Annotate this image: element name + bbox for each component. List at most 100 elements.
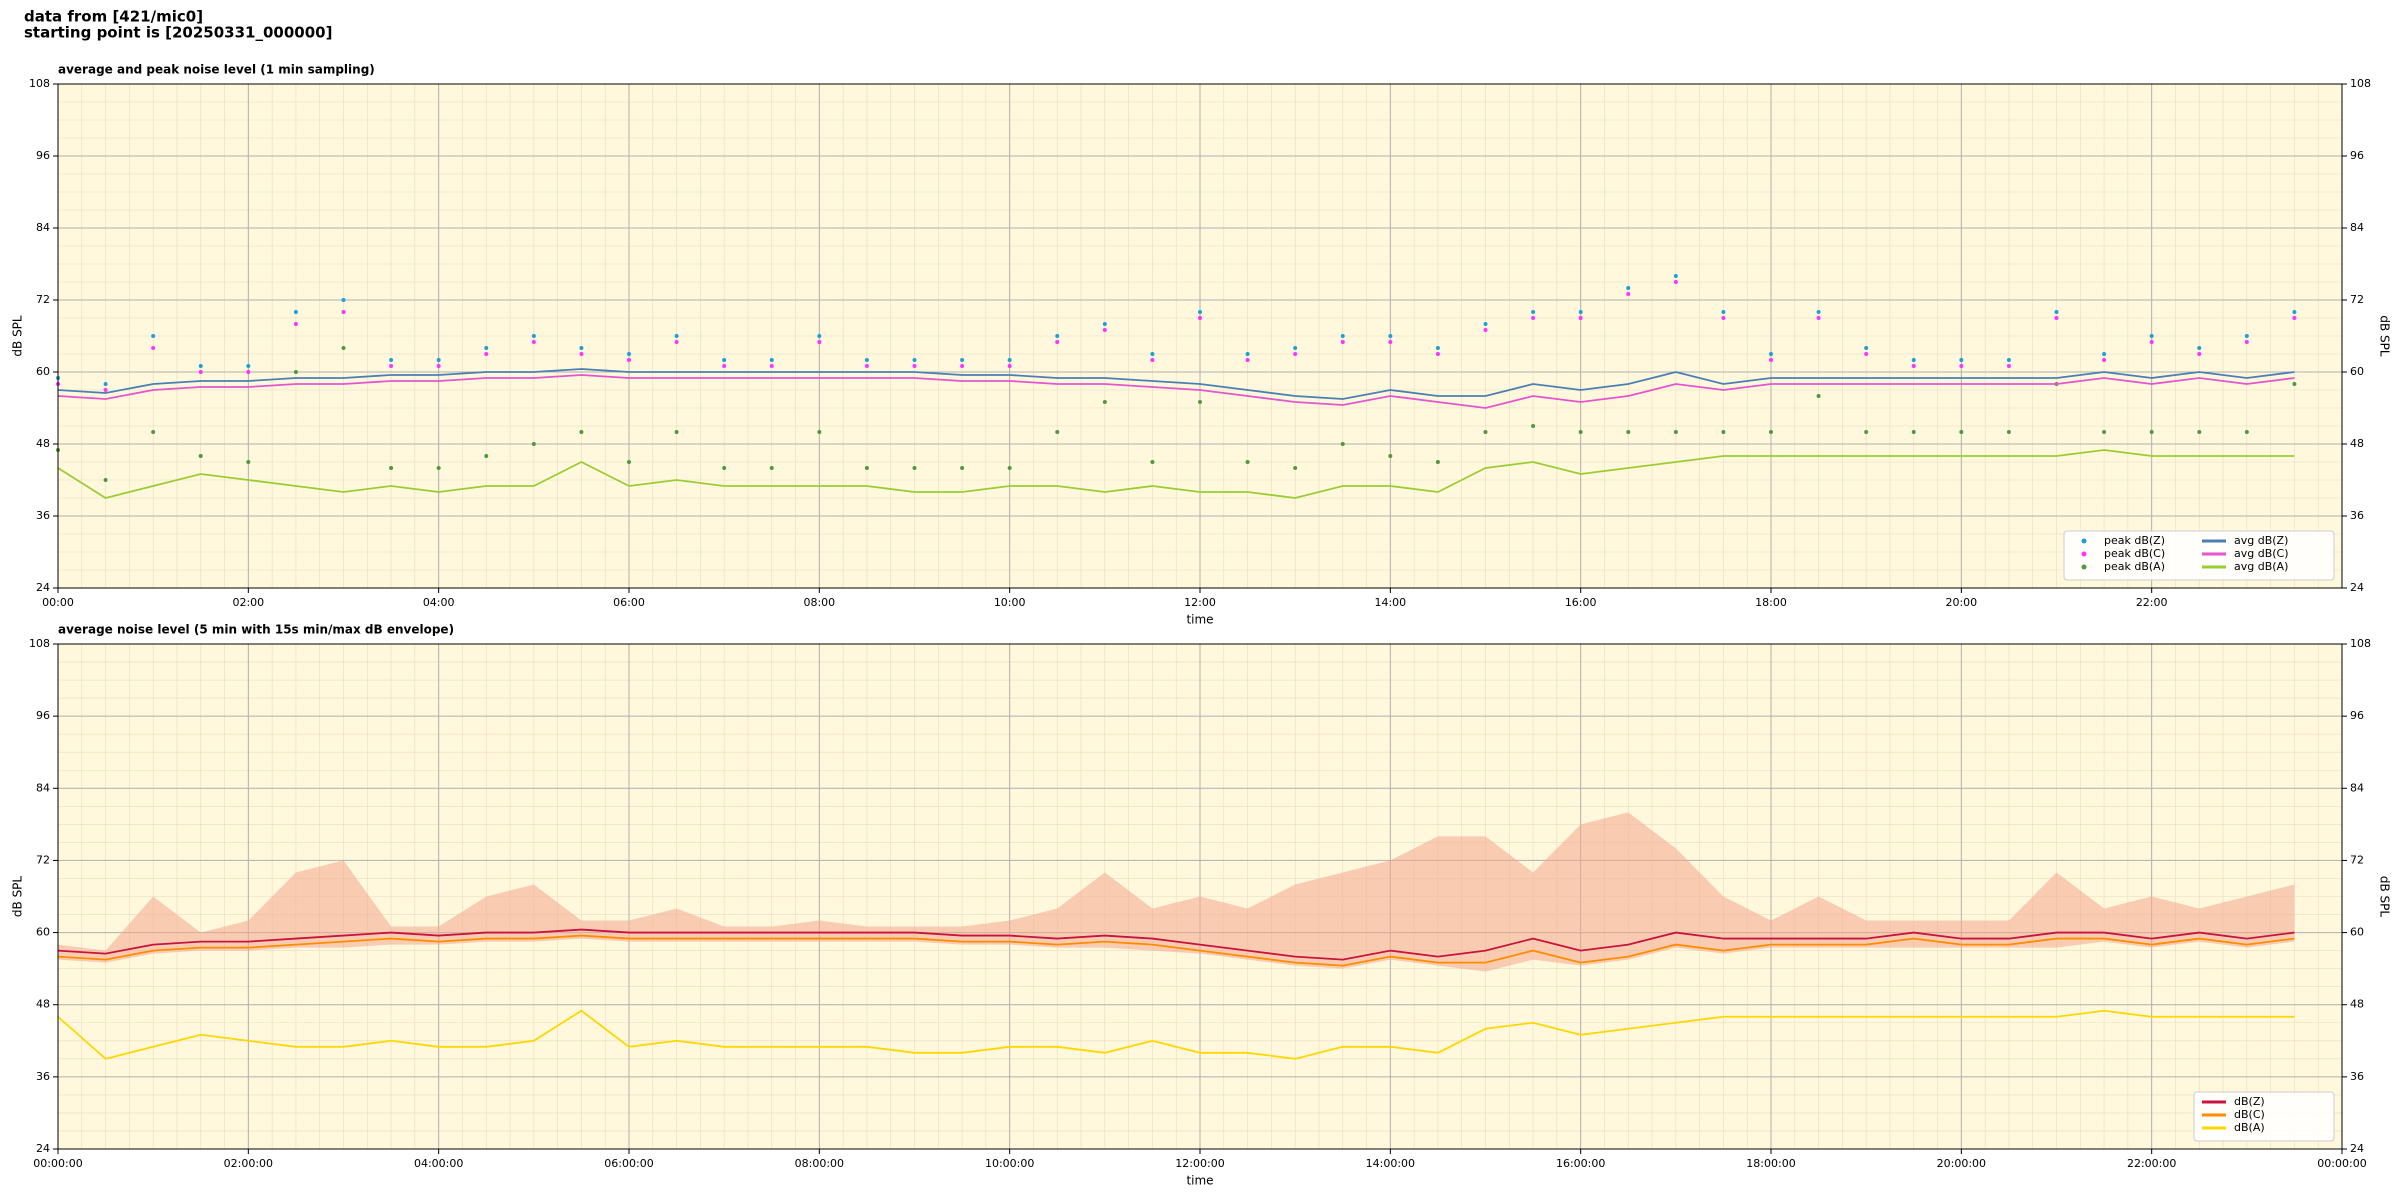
peak-point xyxy=(627,460,631,464)
peak-point xyxy=(1816,394,1821,398)
legend-label: dB(C) xyxy=(2234,1108,2265,1121)
y2-axis-label: dB SPL xyxy=(2378,876,2392,918)
y-tick-label: 72 xyxy=(36,853,50,866)
peak-point xyxy=(246,370,251,374)
peak-point xyxy=(246,364,251,368)
peak-point xyxy=(2054,310,2059,314)
legend-box xyxy=(2193,1091,2335,1142)
peak-point xyxy=(1340,340,1345,344)
peak-point xyxy=(2197,430,2202,434)
peak-point xyxy=(1055,340,1060,344)
peak-point xyxy=(341,310,346,314)
y-tick-label: 24 xyxy=(36,581,50,594)
peak-point xyxy=(912,466,917,470)
peak-point xyxy=(1578,430,1583,434)
peak-point xyxy=(579,346,584,350)
peak-point xyxy=(1245,460,1250,464)
legend-label: avg dB(Z) xyxy=(2234,534,2288,547)
x-tick-label: 18:00:00 xyxy=(1746,1157,1795,1170)
y2-tick-label: 108 xyxy=(2350,637,2371,650)
peak-point xyxy=(2006,364,2011,368)
peak-point xyxy=(2006,358,2011,362)
peak-point xyxy=(1245,358,1250,362)
peak-point xyxy=(1102,328,1107,332)
peak-point xyxy=(436,364,441,368)
chart-title: average noise level (5 min with 15s min/… xyxy=(58,623,454,637)
y-tick-label: 36 xyxy=(36,509,50,522)
peak-point xyxy=(151,334,156,338)
x-tick-label: 04:00:00 xyxy=(414,1157,463,1170)
x-tick-label: 16:00:00 xyxy=(1556,1157,1605,1170)
y2-tick-label: 24 xyxy=(2350,581,2364,594)
peak-point xyxy=(1721,430,1726,434)
peak-point xyxy=(1721,310,1726,314)
y2-tick-label: 108 xyxy=(2350,77,2371,90)
peak-point xyxy=(1007,466,1012,470)
series-line xyxy=(57,928,2295,961)
peak-point xyxy=(1531,310,1536,314)
header-line: data from [421/mic0] xyxy=(24,8,203,26)
peak-point xyxy=(484,352,489,356)
x-tick-label: 20:00 xyxy=(1945,596,1977,609)
y2-tick-label: 72 xyxy=(2350,293,2364,306)
y2-tick-label: 84 xyxy=(2350,221,2364,234)
peak-point xyxy=(817,334,822,338)
y-tick-label: 48 xyxy=(36,437,50,450)
peak-point xyxy=(389,364,394,368)
y2-tick-label: 72 xyxy=(2350,853,2364,866)
peak-point xyxy=(1150,460,1155,464)
legend-label: peak dB(Z) xyxy=(2104,534,2165,547)
chart-title: average and peak noise level (1 min samp… xyxy=(58,63,375,77)
peak-point xyxy=(912,364,917,368)
peak-point xyxy=(2102,430,2107,434)
y-tick-label: 48 xyxy=(36,998,50,1011)
peak-point xyxy=(2149,340,2154,344)
peak-point xyxy=(627,352,631,356)
peak-point xyxy=(293,310,298,314)
y-tick-label: 96 xyxy=(36,709,50,722)
peak-point xyxy=(2292,316,2297,320)
x-tick-label: 00:00:00 xyxy=(2317,1157,2366,1170)
peak-point xyxy=(2292,310,2297,314)
peak-point xyxy=(1721,316,1726,320)
y2-axis-label: dB SPL xyxy=(2378,315,2392,357)
y2-tick-label: 96 xyxy=(2350,149,2364,162)
peak-point xyxy=(436,358,441,362)
peak-point xyxy=(960,466,965,470)
peak-point xyxy=(293,370,298,374)
legend: dB(Z)dB(C)dB(A) xyxy=(2193,1091,2335,1142)
x-tick-label: 00:00 xyxy=(42,596,74,609)
peak-point xyxy=(1626,430,1631,434)
peak-point xyxy=(1055,430,1060,434)
legend-box xyxy=(2063,530,2335,581)
peak-point xyxy=(1578,310,1583,314)
peak-point xyxy=(484,346,489,350)
y2-tick-label: 24 xyxy=(2350,1142,2364,1155)
y2-tick-label: 84 xyxy=(2350,781,2364,794)
peak-point xyxy=(1483,328,1488,332)
y-axis-label: dB SPL xyxy=(11,315,25,357)
y-tick-label: 72 xyxy=(36,293,50,306)
peak-point xyxy=(864,358,869,362)
peak-point xyxy=(293,322,298,326)
peak-point xyxy=(722,358,727,362)
peak-point xyxy=(769,364,774,368)
series-line xyxy=(57,449,2295,499)
series-line xyxy=(57,368,2295,400)
peak-point xyxy=(1435,352,1440,356)
series-line xyxy=(57,934,2295,967)
peak-point xyxy=(960,358,965,362)
header-line: starting point is [20250331_000000] xyxy=(24,24,332,42)
peak-point xyxy=(817,430,822,434)
peak-point xyxy=(2102,352,2107,356)
peak-point xyxy=(722,364,727,368)
peak-point xyxy=(2244,340,2249,344)
peak-point xyxy=(2197,346,2202,350)
peak-point xyxy=(103,382,108,386)
peak-point xyxy=(1959,430,1964,434)
x-tick-label: 10:00:00 xyxy=(985,1157,1034,1170)
x-tick-label: 04:00 xyxy=(423,596,455,609)
peak-point xyxy=(769,358,774,362)
x-tick-label: 10:00 xyxy=(994,596,1026,609)
peak-point xyxy=(864,364,869,368)
